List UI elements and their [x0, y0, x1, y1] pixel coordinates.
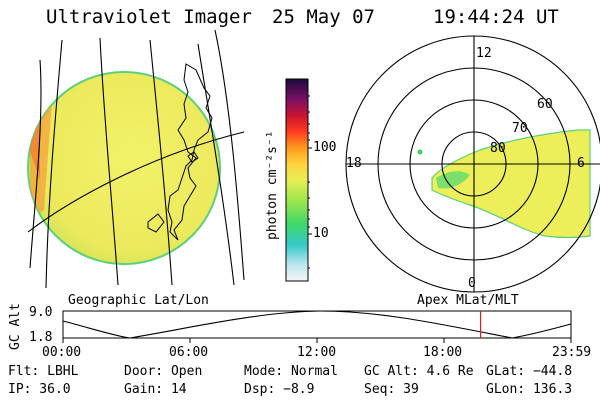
colorbar-tick-100: 100: [313, 140, 337, 155]
altitude-ytick-high: 9.0: [29, 305, 53, 320]
geographic-panel-label: Geographic Lat/Lon: [68, 293, 209, 308]
apex-panel-label: Apex MLat/MLT: [417, 293, 519, 308]
earth-disk-image: [27, 71, 221, 265]
aurora-oval: [431, 129, 591, 239]
polar-label-70: 70: [512, 121, 528, 136]
altitude-ytick-low: 1.8: [29, 330, 53, 345]
info-glat: GLat: −44.8: [486, 364, 573, 379]
polar-plot: [345, 35, 600, 293]
polar-label-6: 6: [577, 156, 585, 171]
info-mode: Mode: Normal: [244, 364, 338, 379]
altitude-xtick-1200: 12:00: [297, 345, 337, 360]
colorbar-ticks: [308, 95, 312, 269]
altitude-xtick-1800: 18:00: [423, 345, 463, 360]
info-gcalt: GC Alt: 4.6 Re: [364, 364, 474, 379]
colorbar-tick-10: 10: [313, 226, 329, 241]
info-seq: Seq: 39: [364, 382, 419, 397]
info-flt: Flt: LBHL: [8, 364, 79, 379]
geographic-grid: [27, 29, 245, 289]
coastline: [167, 63, 213, 241]
info-gain: Gain: 14: [124, 382, 187, 397]
polar-label-18: 18: [346, 156, 362, 171]
altitude-xtick-0600: 06:00: [169, 345, 209, 360]
altitude-ylabel: GC Alt: [8, 303, 23, 350]
info-glon: GLon: 136.3: [486, 382, 573, 397]
polar-label-0: 0: [468, 276, 476, 291]
polar-label-80: 80: [490, 141, 506, 156]
info-ip: IP: 36.0: [8, 382, 71, 397]
instrument-title: Ultraviolet Imager: [46, 6, 252, 28]
altitude-xtick-2359: 23:59: [552, 345, 592, 360]
colorbar: [285, 78, 309, 282]
time-label: 19:44:24 UT: [433, 6, 559, 28]
info-dsp: Dsp: −8.9: [244, 382, 315, 397]
polar-label-12: 12: [476, 46, 492, 61]
info-door: Door: Open: [124, 364, 203, 379]
colorbar-unit-label: photon cm⁻²s⁻¹: [265, 130, 280, 240]
polar-label-60: 60: [537, 97, 553, 112]
date-label: 25 May 07: [272, 6, 375, 28]
altitude-xtick-0000: 00:00: [42, 345, 82, 360]
altitude-plot: [62, 310, 572, 343]
